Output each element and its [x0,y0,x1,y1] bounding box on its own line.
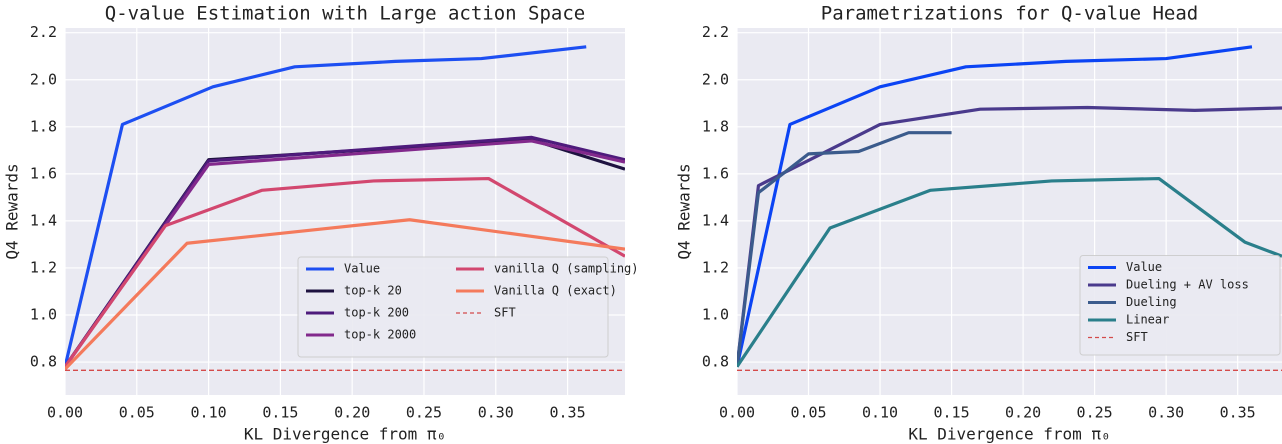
x-tick-label: 0.25 [406,404,442,422]
y-tick-label: 2.2 [30,23,57,41]
legend-label: Value [1126,260,1162,274]
legend-label: Linear [1126,313,1169,327]
x-tick-label: 0.30 [478,404,514,422]
legend-label: top-k 2000 [344,328,416,342]
x-tick-label: 0.05 [790,404,826,422]
legend-label: Value [344,262,380,276]
y-axis-label: Q4 Rewards [675,163,694,259]
series-line [65,45,587,368]
legend-label: Dueling [1126,295,1177,309]
y-tick-label: 1.2 [702,258,729,276]
series-line [737,131,952,367]
x-tick-label: 0.30 [1148,404,1184,422]
x-tick-label: 0.15 [262,404,298,422]
series-line [737,105,1282,367]
y-tick-label: 0.8 [30,353,57,371]
y-tick-label: 0.8 [702,353,729,371]
x-tick-label: 0.10 [191,404,227,422]
x-tick-label: 0.00 [47,404,83,422]
series-line [65,218,625,371]
x-tick-label: 0.00 [719,404,755,422]
y-tick-label: 1.6 [702,164,729,182]
x-tick-label: 0.25 [1077,404,1113,422]
y-tick-label: 1.8 [702,117,729,135]
series-line [737,176,1282,368]
legend-box [297,256,609,358]
x-tick-label: 0.05 [119,404,155,422]
legend-label: vanilla Q (sampling) [494,262,639,276]
y-tick-label: 1.0 [702,306,729,324]
series-line [737,45,1253,368]
chart-title: Parametrizations for Q-value Head [821,3,1199,25]
legend-label: Dueling + AV loss [1126,278,1249,292]
y-tick-label: 1.4 [30,211,57,229]
y-tick-label: 1.4 [702,211,729,229]
legend-label: SFT [494,306,516,320]
legend-label: SFT [1126,330,1148,344]
y-tick-label: 2.2 [702,23,729,41]
series-line [65,176,625,368]
y-tick-label: 1.8 [30,117,57,135]
y-tick-label: 2.0 [30,70,57,88]
x-tick-label: 0.35 [550,404,586,422]
x-tick-label: 0.35 [1220,404,1256,422]
x-tick-label: 0.15 [934,404,970,422]
y-tick-label: 1.6 [30,164,57,182]
chart-title: Q-value Estimation with Large action Spa… [105,3,585,25]
y-tick-label: 2.0 [702,70,729,88]
legend-label: top-k 200 [344,306,409,320]
legend-label: top-k 20 [344,284,402,298]
x-tick-label: 0.20 [334,404,370,422]
x-tick-label: 0.20 [1005,404,1041,422]
y-tick-label: 1.0 [30,306,57,324]
x-axis-label: KL Divergence from π₀ [908,425,1110,444]
legend-box [1079,255,1281,356]
x-tick-label: 0.10 [862,404,898,422]
legend-label: Vanilla Q (exact) [494,284,617,298]
y-tick-label: 1.2 [30,258,57,276]
x-axis-label: KL Divergence from π₀ [244,425,446,444]
y-axis-label: Q4 Rewards [3,163,22,259]
